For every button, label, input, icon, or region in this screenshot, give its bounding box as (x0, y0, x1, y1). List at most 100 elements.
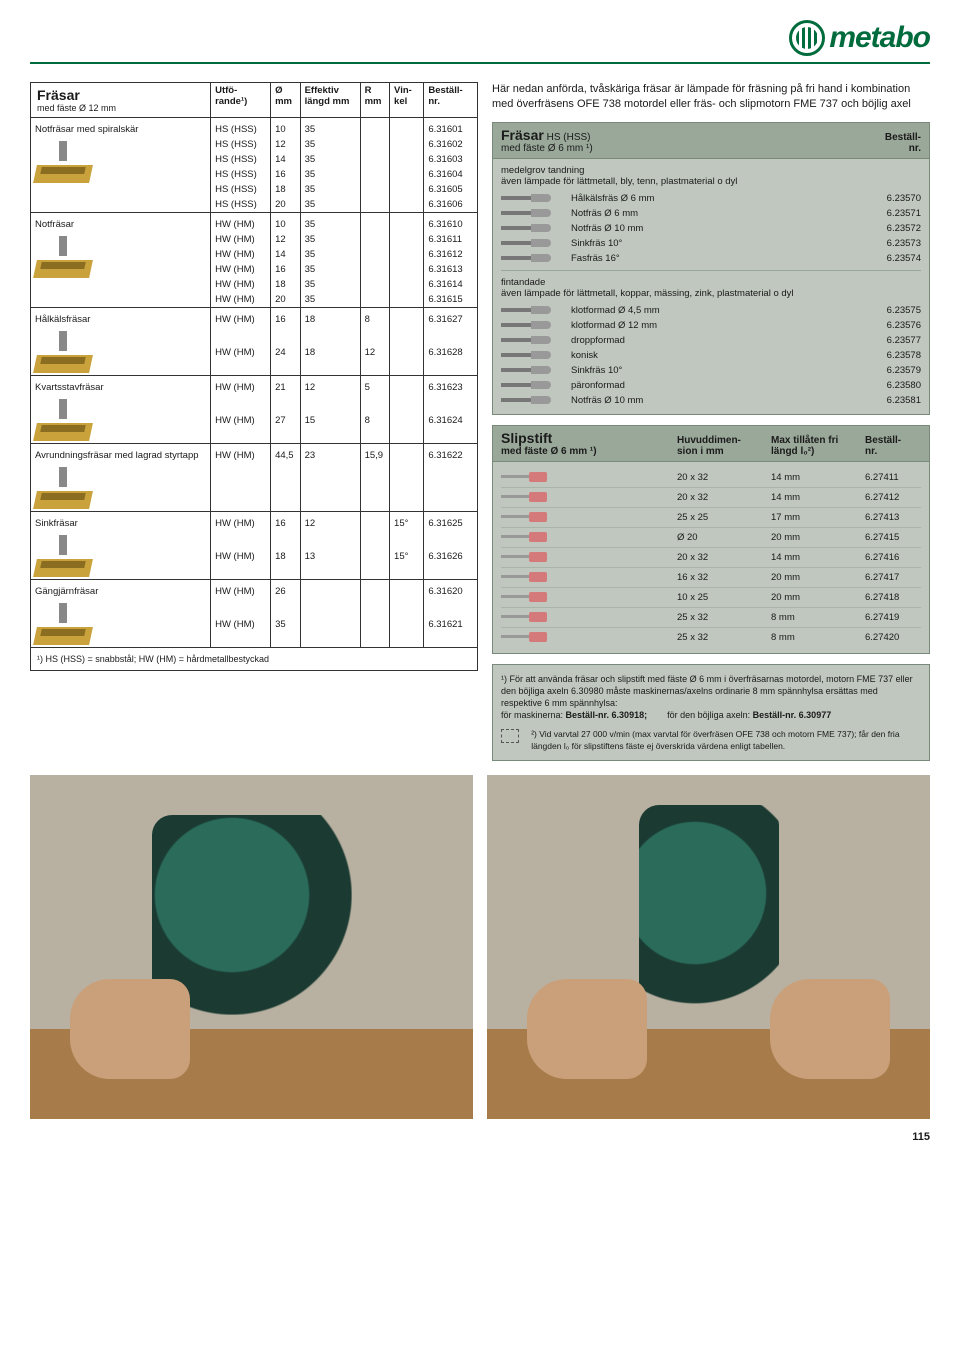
item-desc: Notfräs Ø 6 mm (571, 208, 861, 219)
cell-vin (390, 137, 424, 152)
cell-len: 14 mm (771, 472, 861, 483)
cutter-bit-icon (501, 193, 559, 203)
cell-r (360, 213, 389, 233)
page-number: 115 (30, 1131, 930, 1143)
cell-r: 12 (360, 345, 389, 375)
list-item: Sinkfräs 10°6.23573 (501, 236, 921, 251)
cell-len: 35 (300, 167, 360, 182)
cell-utf: HW (HM) (211, 413, 271, 443)
cell-dim: 20 x 32 (677, 552, 767, 563)
cell-utf: HW (HM) (211, 213, 271, 233)
item-nr: 6.23571 (861, 208, 921, 219)
cell-nr: 6.27413 (865, 512, 921, 523)
cell-nr: 6.31622 (424, 444, 478, 512)
list-item: Ø 2020 mm6.27415 (501, 527, 921, 547)
cell-vin (390, 376, 424, 414)
group-name: Kvartsstavfräsar (35, 382, 206, 393)
group-name-cell: Hålkälsfräsar (31, 308, 211, 376)
item-nr: 6.23577 (861, 335, 921, 346)
section-note: även lämpade för lättmetall, bly, tenn, … (501, 176, 921, 187)
cell-vin (390, 167, 424, 182)
list-item: konisk6.23578 (501, 348, 921, 363)
cell-nr: 6.27418 (865, 592, 921, 603)
cell-vin (390, 213, 424, 233)
cell-nr: 6.31602 (424, 137, 478, 152)
item-desc: Fasfräs 16° (571, 253, 861, 264)
list-item: 25 x 2517 mm6.27413 (501, 507, 921, 527)
note-1b-b: för den böjliga axeln: (667, 710, 753, 720)
router-bit-icon (35, 234, 91, 278)
cell-dim: 25 x 32 (677, 612, 767, 623)
group-name-cell: Notfräsar (31, 213, 211, 308)
cell-utf: HS (HSS) (211, 197, 271, 213)
cell-nr: 6.31604 (424, 167, 478, 182)
cell-nr: 6.31627 (424, 308, 478, 346)
cell-nr: 6.27419 (865, 612, 921, 623)
list-item: Notfräs Ø 10 mm6.23581 (501, 393, 921, 408)
grinding-pin-icon (501, 512, 561, 522)
cell-nr: 6.31603 (424, 152, 478, 167)
cell-len: 8 mm (771, 632, 861, 643)
item-desc: Hålkälsfräs Ø 6 mm (571, 193, 861, 204)
table-row: GängjärnfräsarHW (HM)266.31620 (31, 580, 478, 618)
cell-len: 8 mm (771, 612, 861, 623)
cell-d: 20 (271, 292, 300, 308)
item-nr: 6.23573 (861, 238, 921, 249)
cell-nr: 6.31611 (424, 232, 478, 247)
cell-r (360, 262, 389, 277)
cell-len: 12 (300, 512, 360, 550)
cell-utf: HS (HSS) (211, 118, 271, 138)
router-bit-icon (35, 533, 91, 577)
cell-len (300, 617, 360, 647)
cell-r (360, 247, 389, 262)
cell-r (360, 182, 389, 197)
group-name: Avrundningsfräsar med lagrad styrtapp (35, 450, 206, 461)
list-item: Notfräs Ø 6 mm6.23571 (501, 206, 921, 221)
cell-vin (390, 247, 424, 262)
table-row: SinkfräsarHW (HM)161215°6.31625 (31, 512, 478, 550)
cell-len: 35 (300, 197, 360, 213)
cell-len: 35 (300, 247, 360, 262)
list-item: 20 x 3214 mm6.27411 (501, 468, 921, 487)
cell-utf: HW (HM) (211, 308, 271, 346)
table-title: Fräsar (37, 87, 204, 103)
cell-utf: HS (HSS) (211, 167, 271, 182)
cell-len: 18 (300, 308, 360, 346)
grinding-pin-icon (501, 552, 561, 562)
grinding-pin-icon (501, 572, 561, 582)
cell-r (360, 512, 389, 550)
cell-r (360, 167, 389, 182)
cell-vin (390, 580, 424, 618)
th-utforande: Utfö- rande¹) (211, 83, 271, 118)
cell-r: 5 (360, 376, 389, 414)
item-nr: 6.23578 (861, 350, 921, 361)
frasar-table: Fräsar med fäste Ø 12 mm Utfö- rande¹) Ø… (30, 82, 478, 648)
cell-r (360, 197, 389, 213)
cell-len: 14 mm (771, 492, 861, 503)
cell-nr: 6.31628 (424, 345, 478, 375)
th-length: Effektiv längd mm (300, 83, 360, 118)
table-row: Notfräsar med spiralskärHS (HSS)10356.31… (31, 118, 478, 138)
cell-d: 10 (271, 213, 300, 233)
cutter-bit-icon (501, 208, 559, 218)
cell-r (360, 580, 389, 618)
cell-d: 18 (271, 549, 300, 579)
cell-nr: 6.31620 (424, 580, 478, 618)
cell-utf: HW (HM) (211, 247, 271, 262)
table-row: KvartsstavfräsarHW (HM)211256.31623 (31, 376, 478, 414)
cell-d: 10 (271, 118, 300, 138)
intro-text: Här nedan anförda, tvåskäriga fräsar är … (492, 82, 930, 112)
cell-r: 8 (360, 413, 389, 443)
group-name-cell: Sinkfräsar (31, 512, 211, 580)
list-item: Fasfräs 16°6.23574 (501, 251, 921, 271)
cell-d: 27 (271, 413, 300, 443)
cutter-bit-icon (501, 238, 559, 248)
note-1b-b-strong: Beställ-nr. 6.30977 (753, 710, 832, 720)
table-title-cell: Fräsar med fäste Ø 12 mm (31, 83, 211, 118)
cutter-bit-icon (501, 365, 559, 375)
cell-vin (390, 277, 424, 292)
cell-r: 8 (360, 308, 389, 346)
cell-d: 16 (271, 308, 300, 346)
panel2-h-len: Max tillåten fri längd l₀²) (771, 435, 861, 457)
panel2-title: Slipstift (501, 430, 673, 446)
